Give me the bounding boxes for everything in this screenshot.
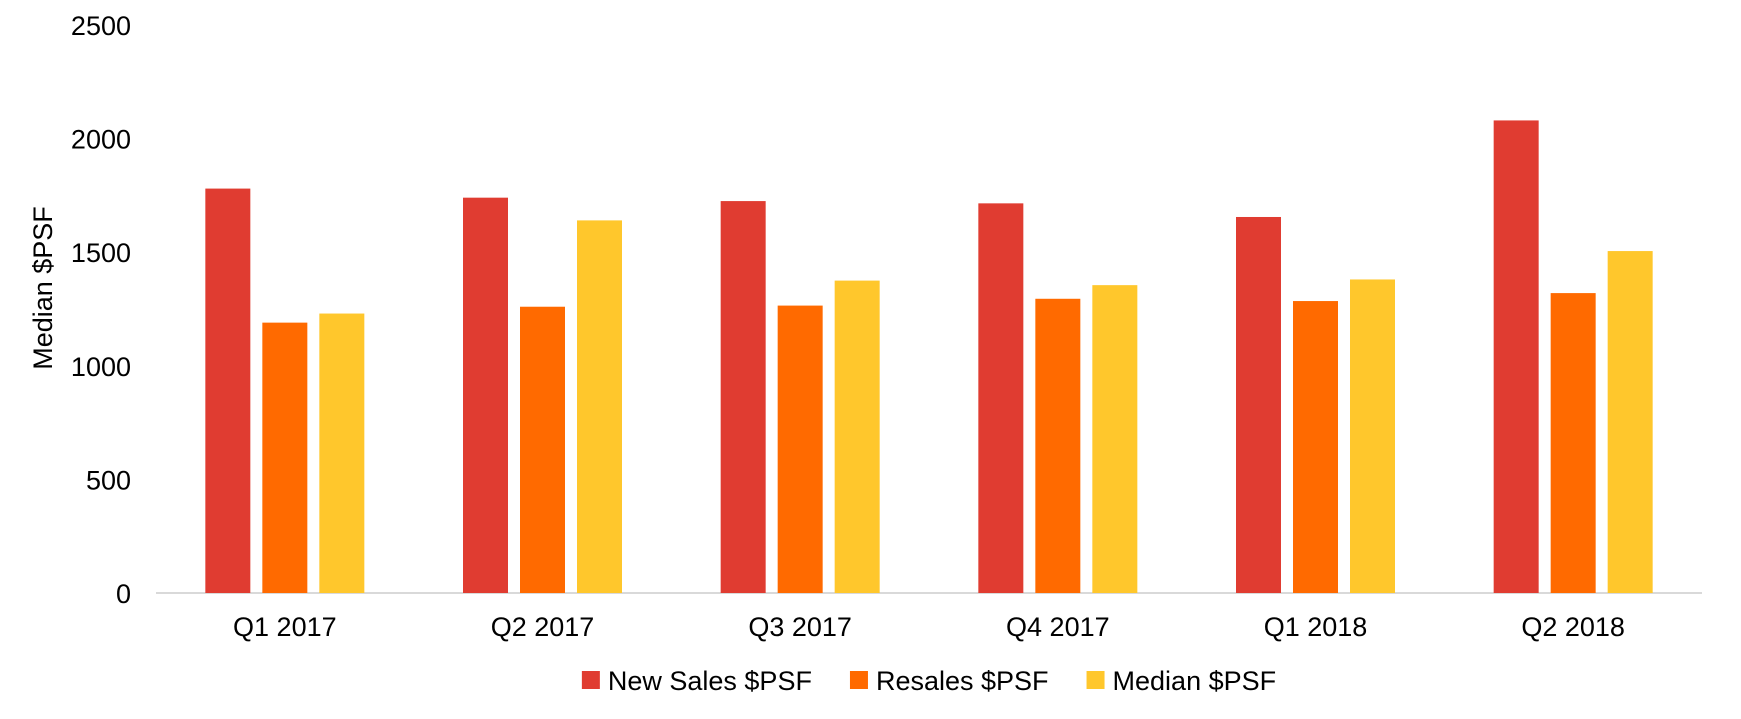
x-tick-label: Q1 2018 bbox=[1264, 612, 1368, 642]
bar-resales-psf-1 bbox=[520, 306, 565, 593]
legend-label: Median $PSF bbox=[1113, 666, 1277, 696]
y-tick-label: 2000 bbox=[71, 125, 131, 155]
bar-median-psf-2 bbox=[834, 280, 880, 593]
legend-swatch bbox=[849, 671, 868, 689]
y-tick-label: 0 bbox=[116, 579, 131, 609]
legend-swatch bbox=[1086, 671, 1105, 689]
bars-group bbox=[205, 120, 1653, 594]
y-tick-label: 500 bbox=[86, 465, 131, 495]
bar-median-psf-4 bbox=[1350, 279, 1395, 593]
legend-swatch bbox=[581, 671, 600, 689]
bar-resales-psf-2 bbox=[777, 305, 823, 593]
bar-resales-psf-0 bbox=[262, 322, 308, 593]
y-tick-label: 1500 bbox=[71, 238, 131, 268]
x-tick-label: Q2 2017 bbox=[491, 612, 595, 642]
bar-new-sales-psf-4 bbox=[1236, 216, 1281, 593]
bar-new-sales-psf-3 bbox=[978, 203, 1024, 594]
bar-new-sales-psf-2 bbox=[720, 201, 766, 593]
y-axis-title: Median $PSF bbox=[28, 206, 58, 370]
x-tick-label: Q1 2017 bbox=[233, 612, 337, 642]
y-tick-label: 1000 bbox=[71, 352, 131, 382]
x-axis-labels: Q1 2017 Q2 2017 Q3 2017 Q4 2017 Q1 2018 Q2 20… bbox=[233, 612, 1625, 642]
bar-median-psf-0 bbox=[319, 313, 365, 593]
x-tick-label: Q2 2018 bbox=[1521, 612, 1625, 642]
x-tick-label: Q4 2017 bbox=[1006, 612, 1110, 642]
legend-label: Resales $PSF bbox=[876, 666, 1049, 696]
legend: New Sales $PSF Resales $PSF Median $PSF bbox=[581, 666, 1277, 696]
bar-median-psf-5 bbox=[1607, 251, 1653, 593]
y-axis-ticks: 0 500 1000 1500 2000 2500 bbox=[71, 11, 131, 609]
bar-new-sales-psf-5 bbox=[1493, 120, 1539, 593]
bar-resales-psf-3 bbox=[1035, 298, 1081, 593]
bar-median-psf-3 bbox=[1092, 285, 1138, 593]
bar-new-sales-psf-1 bbox=[463, 197, 508, 593]
bar-resales-psf-5 bbox=[1550, 293, 1596, 593]
y-tick-label: 2500 bbox=[71, 11, 131, 41]
bar-median-psf-1 bbox=[577, 220, 622, 593]
x-tick-label: Q3 2017 bbox=[748, 612, 852, 642]
legend-label: New Sales $PSF bbox=[608, 666, 812, 696]
bar-resales-psf-4 bbox=[1293, 301, 1338, 593]
bar-new-sales-psf-0 bbox=[205, 188, 251, 594]
